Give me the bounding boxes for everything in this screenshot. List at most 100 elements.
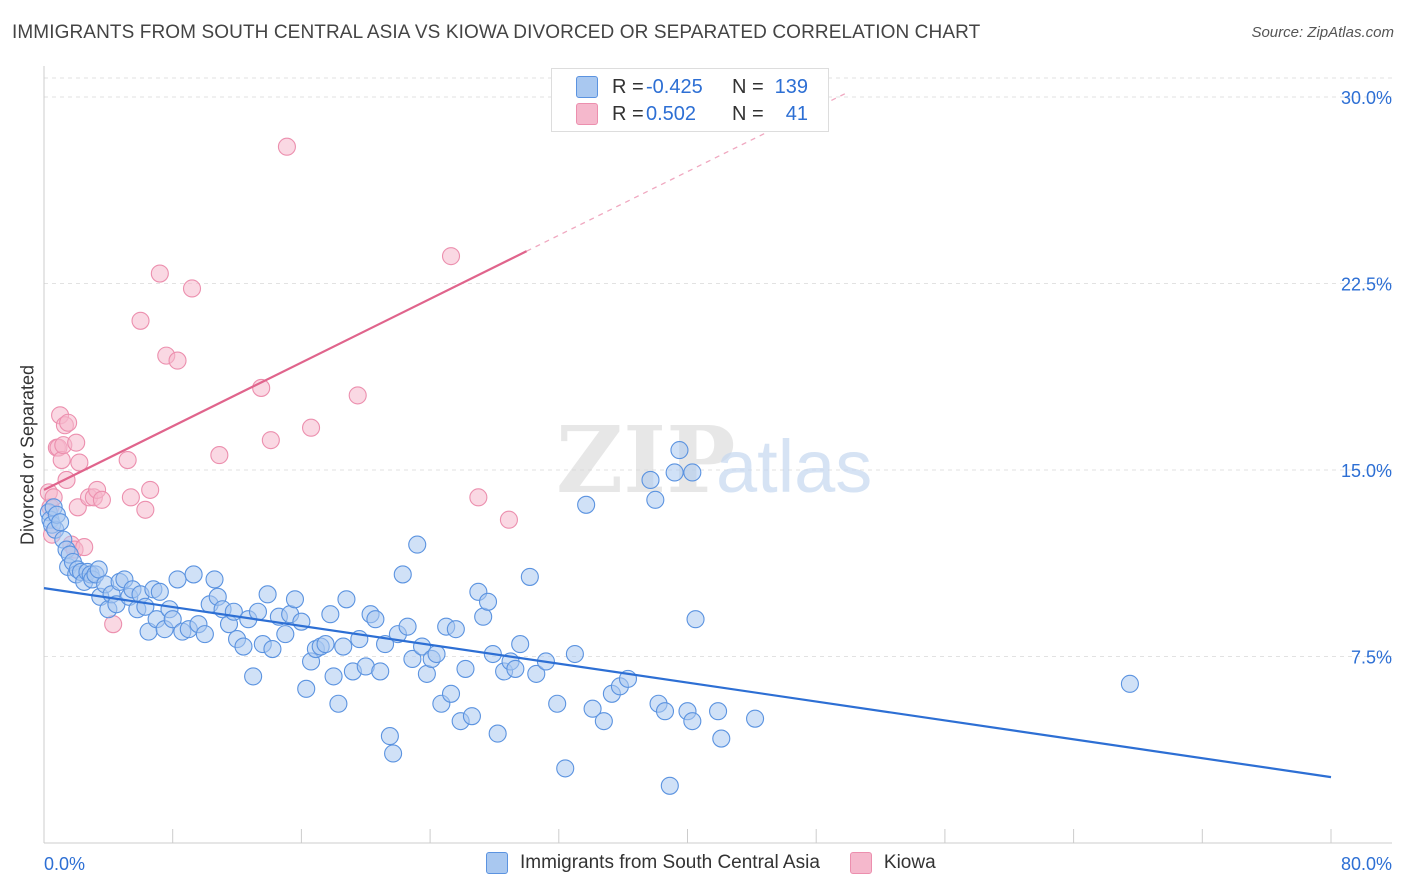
- asia-point: [655, 702, 675, 721]
- asia-point: [371, 662, 390, 681]
- asia-point: [527, 664, 546, 683]
- source-credit: Source: ZipAtlas.com: [1251, 24, 1394, 41]
- asia-point: [446, 620, 465, 639]
- trend-lines: [43, 91, 1332, 779]
- asia-point: [334, 637, 353, 656]
- asia-point: [583, 699, 602, 718]
- kiowa-point: [131, 311, 150, 330]
- kiowa-point: [141, 480, 160, 499]
- kiowa-point: [348, 386, 367, 405]
- series-legend: Immigrants from South Central Asia Kiowa: [486, 852, 966, 874]
- asia-point: [548, 694, 567, 713]
- asia-point: [746, 709, 765, 728]
- asia-point: [488, 724, 507, 743]
- asia-point: [709, 702, 728, 721]
- kiowa-point: [302, 418, 321, 437]
- asia-point: [276, 625, 295, 644]
- asia-trend-line: [43, 587, 1332, 779]
- asia-point: [646, 490, 665, 509]
- kiowa-point: [499, 510, 518, 529]
- asia-point: [244, 667, 263, 686]
- asia-point: [565, 644, 584, 664]
- legend-swatch-asia: [576, 76, 598, 98]
- asia-point: [380, 727, 399, 746]
- asia-point: [205, 570, 224, 589]
- asia-point: [384, 744, 403, 763]
- kiowa-point: [150, 264, 169, 283]
- kiowa-point: [67, 433, 86, 452]
- legend-item-asia[interactable]: Immigrants from South Central Asia: [486, 852, 820, 874]
- stats-legend: R = -0.425 N = 139 R = 0.502 N = 41: [551, 68, 829, 132]
- asia-point: [398, 617, 417, 636]
- kiowa-point: [59, 413, 78, 432]
- asia-point: [683, 712, 702, 731]
- asia-point: [462, 707, 481, 726]
- legend-swatch-kiowa: [576, 103, 598, 125]
- legend-label-kiowa: Kiowa: [883, 852, 936, 873]
- x-tick-label-max: 80.0%: [1341, 854, 1392, 874]
- asia-point: [150, 582, 169, 601]
- kiowa-point: [277, 137, 296, 156]
- n-label: N =: [732, 75, 764, 98]
- legend-item-kiowa[interactable]: Kiowa: [849, 852, 936, 874]
- watermark-atlas: atlas: [716, 425, 872, 508]
- y-tick-label: 22.5%: [1341, 275, 1392, 295]
- asia-point: [427, 644, 446, 664]
- asia-point: [577, 495, 596, 514]
- kiowa-point: [441, 247, 461, 266]
- kiowa-point: [168, 351, 187, 370]
- y-tick-label: 7.5%: [1351, 648, 1392, 668]
- asia-point: [393, 565, 412, 584]
- asia-point: [337, 590, 356, 609]
- y-axis-label: Divorced or Separated: [17, 364, 38, 546]
- asia-point: [89, 560, 108, 579]
- chart-title: IMMIGRANTS FROM SOUTH CENTRAL ASIA VS KI…: [12, 22, 981, 43]
- r-value: -0.425: [646, 75, 703, 98]
- asia-point: [665, 463, 684, 482]
- asia-point: [660, 776, 679, 795]
- asia-point: [316, 635, 335, 654]
- asia-point: [441, 684, 461, 703]
- y-tick-label: 15.0%: [1341, 461, 1392, 481]
- kiowa-point: [210, 446, 229, 465]
- asia-point: [403, 649, 422, 669]
- asia-point: [520, 567, 539, 586]
- legend-swatch-asia: [486, 852, 508, 874]
- asia-point: [285, 590, 305, 609]
- asia-point: [234, 637, 253, 656]
- asia-point: [324, 667, 343, 686]
- asia-point: [683, 463, 702, 482]
- asia-point: [321, 605, 340, 624]
- asia-point: [408, 535, 427, 554]
- asia-point: [556, 759, 575, 778]
- kiowa-point: [182, 279, 202, 298]
- r-label: R =: [612, 75, 644, 98]
- kiowa-point: [75, 538, 94, 557]
- kiowa-point: [136, 500, 155, 519]
- kiowa-trend-line: [43, 250, 528, 491]
- asia-point: [51, 513, 70, 532]
- n-label: N =: [732, 102, 764, 125]
- asia-point: [712, 729, 731, 748]
- legend-label-asia: Immigrants from South Central Asia: [520, 852, 820, 873]
- kiowa-point: [469, 488, 488, 507]
- kiowa-point: [118, 451, 137, 470]
- asia-point: [478, 592, 498, 611]
- asia-point: [297, 679, 316, 698]
- asia-point: [329, 694, 348, 713]
- x-tick-label-min: 0.0%: [44, 854, 85, 874]
- n-value: 41: [785, 102, 808, 125]
- r-label: R =: [612, 102, 644, 125]
- legend-row-asia: R = -0.425 N = 139: [576, 74, 808, 100]
- y-tick-label: 30.0%: [1341, 88, 1392, 108]
- asia-point: [258, 585, 277, 604]
- asia-point: [670, 441, 689, 460]
- asia-points: [39, 441, 1139, 795]
- tick-labels: 7.5% 15.0% 22.5% 30.0% 0.0% 80.0%: [44, 88, 1392, 874]
- axes: [43, 66, 1392, 844]
- asia-point: [263, 639, 282, 659]
- n-value: 139: [774, 75, 808, 98]
- kiowa-points: [39, 137, 518, 634]
- asia-point: [195, 625, 214, 644]
- asia-point: [366, 610, 385, 629]
